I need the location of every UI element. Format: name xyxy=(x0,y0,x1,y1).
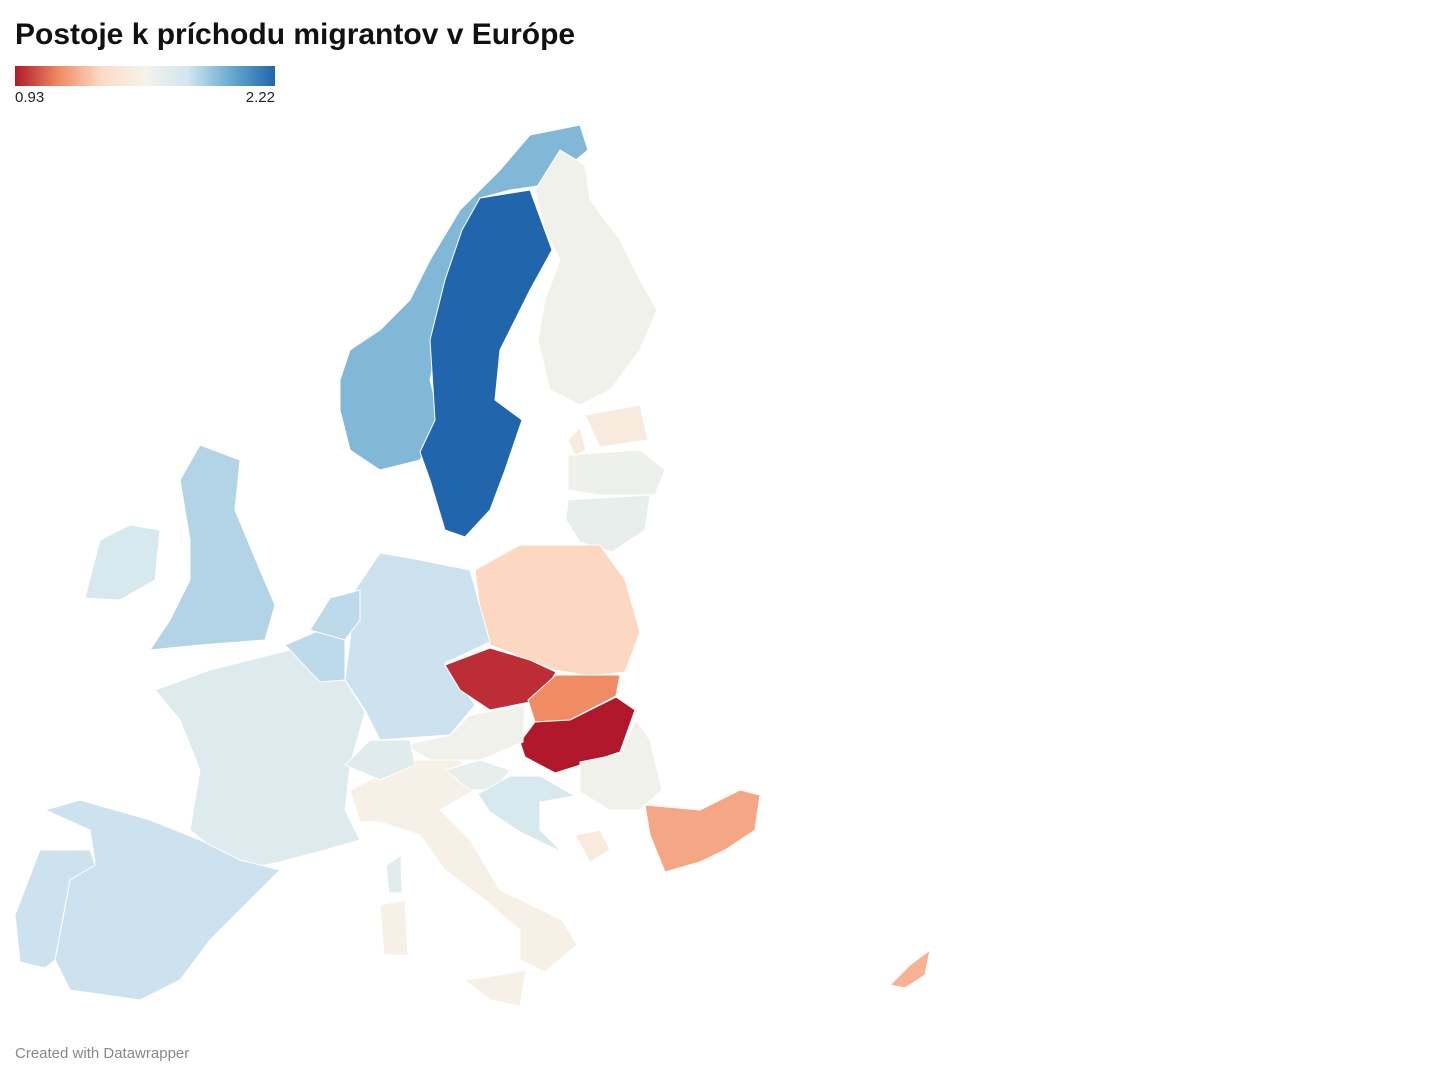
country-region[interactable] xyxy=(565,494,651,553)
country-region[interactable] xyxy=(888,948,931,989)
country-region[interactable] xyxy=(309,589,361,641)
country-region[interactable] xyxy=(534,149,658,406)
country-region[interactable] xyxy=(84,524,161,601)
legend-gradient xyxy=(15,66,275,86)
country-region[interactable] xyxy=(344,739,416,781)
country-region[interactable] xyxy=(14,849,96,969)
country-region[interactable] xyxy=(344,552,491,741)
country-region[interactable] xyxy=(419,189,553,538)
regions xyxy=(14,124,931,1007)
country-region[interactable] xyxy=(644,789,761,873)
country-region[interactable] xyxy=(584,404,649,448)
country-region[interactable] xyxy=(463,969,527,1007)
chart-title: Postoje k príchodu migrantov v Európe xyxy=(15,18,575,51)
country-region[interactable] xyxy=(519,696,636,774)
country-region[interactable] xyxy=(379,899,409,956)
footer: Created with Datawrapper xyxy=(15,1045,189,1062)
legend-min-label: 0.93 xyxy=(15,89,44,106)
country-region[interactable] xyxy=(339,124,589,471)
country-region[interactable] xyxy=(349,759,578,973)
country-region[interactable] xyxy=(148,444,276,651)
legend-max-label: 2.22 xyxy=(246,89,275,106)
country-region[interactable] xyxy=(574,829,611,863)
country-region[interactable] xyxy=(579,719,663,811)
country-region[interactable] xyxy=(284,629,346,683)
country-region[interactable] xyxy=(385,854,403,894)
country-region[interactable] xyxy=(567,449,666,496)
country-region[interactable] xyxy=(567,427,587,457)
country-region[interactable] xyxy=(477,775,577,853)
